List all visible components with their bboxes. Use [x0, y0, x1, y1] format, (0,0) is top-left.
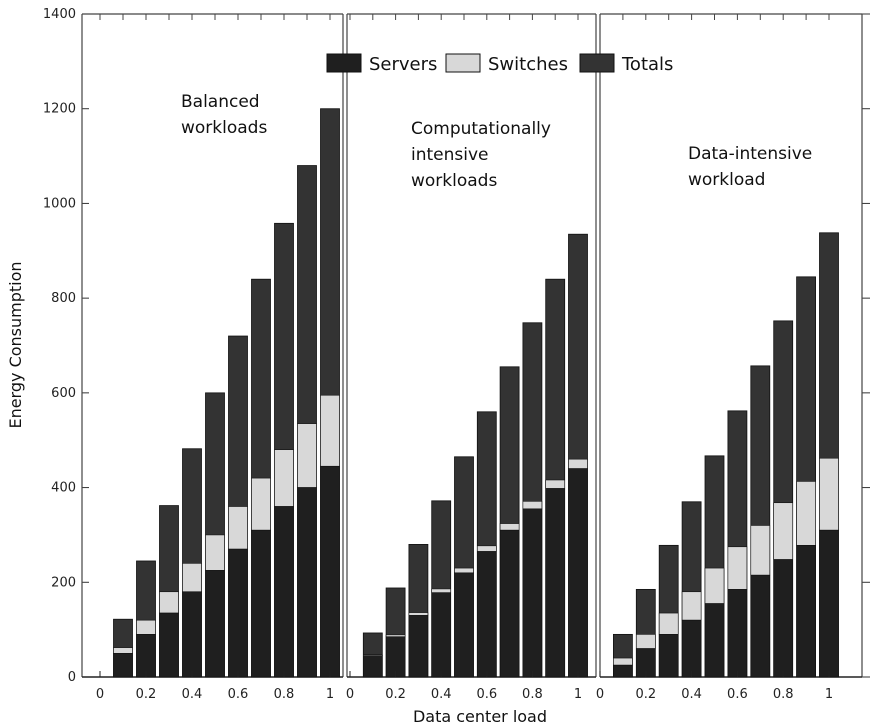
- y-tick-label: 400: [51, 481, 76, 496]
- y-tick-label: 1400: [43, 7, 76, 22]
- bar-servers: [251, 529, 271, 678]
- bar-servers: [704, 603, 725, 678]
- y-tick-label: 200: [51, 575, 76, 590]
- y-tick-label: 1200: [43, 102, 76, 117]
- x-tick-label: 0.8: [522, 687, 543, 702]
- bar-switches: [408, 612, 429, 616]
- x-tick-label: 0.4: [431, 687, 452, 702]
- bar-switches: [113, 647, 133, 654]
- y-tick-label: 1000: [43, 196, 76, 211]
- bar-switches: [750, 525, 771, 576]
- x-tick-label: 1: [326, 687, 334, 702]
- bar-switches: [568, 458, 588, 469]
- bar-switches: [613, 657, 633, 666]
- bar-switches: [545, 479, 566, 489]
- bar-servers: [476, 551, 497, 678]
- y-tick-label: 600: [51, 386, 76, 401]
- bar-servers: [385, 636, 406, 678]
- y-tick-label: 0: [68, 670, 76, 685]
- legend-label: Switches: [488, 54, 568, 75]
- x-axis-title: Data center load: [413, 707, 547, 726]
- bar-switches: [819, 457, 839, 531]
- bar-switches: [274, 449, 294, 507]
- legend-swatch: [326, 53, 362, 73]
- bar-switches: [251, 477, 271, 531]
- x-tick-label: 1: [574, 687, 582, 702]
- x-tick-label: 0.6: [727, 687, 748, 702]
- bar-switches: [228, 506, 248, 550]
- bar-servers: [750, 574, 771, 678]
- x-tick-label: 0.6: [476, 687, 497, 702]
- x-tick-label: 0.4: [182, 687, 203, 702]
- x-tick-label: 0.8: [274, 687, 295, 702]
- legend-label: Servers: [369, 54, 437, 75]
- y-axis-title: Energy Consumption: [6, 261, 25, 428]
- bar-servers: [499, 529, 520, 678]
- bar-switches: [205, 534, 225, 571]
- bar-servers: [159, 612, 179, 678]
- group-annotation: intensive: [411, 145, 489, 165]
- bar-switches: [476, 545, 497, 552]
- bar-servers: [454, 572, 474, 678]
- bar-switches: [454, 567, 474, 574]
- bar-servers: [658, 634, 679, 678]
- group-annotation: Computationally: [411, 119, 551, 139]
- bar-switches: [159, 591, 179, 614]
- bar-servers: [205, 570, 225, 678]
- bar-servers: [796, 545, 816, 678]
- x-tick-label: 0: [96, 687, 104, 702]
- bar-switches: [182, 563, 202, 593]
- bar-switches: [431, 588, 452, 594]
- x-tick-label: 0.6: [228, 687, 249, 702]
- legend-label: Totals: [621, 54, 673, 75]
- bar-servers: [362, 655, 383, 678]
- group-annotation: Balanced: [181, 92, 260, 112]
- bar-servers: [274, 506, 294, 678]
- bar-switches: [796, 481, 816, 546]
- legend-swatch: [579, 53, 615, 73]
- bar-switches: [297, 423, 317, 488]
- x-tick-label: 0.2: [385, 687, 406, 702]
- bar-switches: [658, 612, 679, 635]
- bar-switches: [635, 634, 656, 649]
- bar-servers: [522, 508, 543, 678]
- bar-servers: [613, 664, 633, 678]
- bar-switches: [136, 619, 156, 635]
- bar-servers: [431, 592, 452, 678]
- bar-servers: [297, 487, 317, 678]
- x-tick-label: 0.8: [773, 687, 794, 702]
- bar-switches: [773, 502, 794, 560]
- group-annotation: Data-intensive: [688, 144, 812, 164]
- x-tick-label: 0: [596, 687, 604, 702]
- group-annotation: workloads: [411, 171, 497, 191]
- group-annotation: workload: [688, 170, 765, 190]
- bar-switches: [320, 394, 340, 467]
- bar-servers: [681, 619, 702, 678]
- bar-servers: [182, 591, 202, 678]
- bar-switches: [499, 523, 520, 531]
- group-annotation: workloads: [181, 118, 267, 138]
- legend-swatch: [445, 53, 481, 73]
- bar-servers: [773, 559, 794, 678]
- bar-servers: [228, 548, 248, 678]
- bar-servers: [545, 488, 566, 678]
- bar-servers: [320, 465, 340, 678]
- bar-switches: [727, 546, 748, 590]
- x-tick-label: 0: [346, 687, 354, 702]
- bar-servers: [408, 615, 429, 678]
- bar-switches: [522, 501, 543, 510]
- x-tick-label: 0.2: [136, 687, 157, 702]
- bar-switches: [681, 591, 702, 621]
- bar-servers: [819, 529, 839, 678]
- x-tick-label: 0.4: [681, 687, 702, 702]
- x-tick-label: 1: [825, 687, 833, 702]
- y-tick-label: 800: [51, 291, 76, 306]
- bar-switches: [704, 567, 725, 604]
- x-tick-label: 0.2: [635, 687, 656, 702]
- bar-servers: [136, 634, 156, 678]
- bar-servers: [568, 468, 588, 678]
- bar-servers: [727, 589, 748, 678]
- bar-servers: [113, 653, 133, 678]
